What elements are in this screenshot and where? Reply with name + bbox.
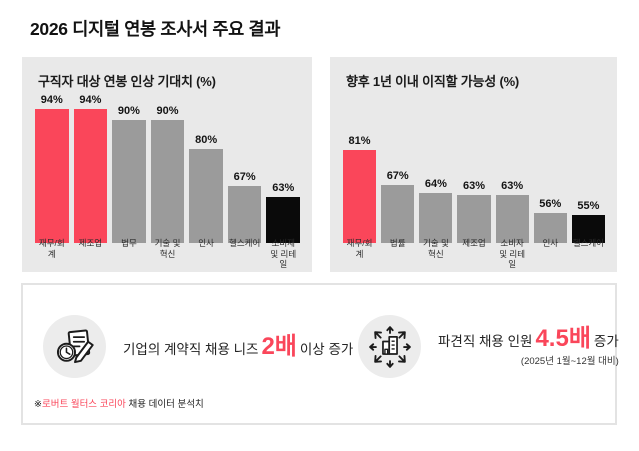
bar-column: 80%	[189, 134, 223, 243]
bar-value-label: 67%	[386, 170, 409, 182]
callout-text-before: 파견직 채용 인원	[438, 333, 533, 349]
category-label: 제조업	[78, 238, 103, 249]
chart-title-salary-expectation: 구직자 대상 연봉 인상 기대치 (%)	[38, 74, 216, 89]
callout-text-before: 기업의 계약직 채용 니즈	[123, 341, 259, 357]
chart-title-job-change: 향후 1년 이내 이직할 가능성 (%)	[346, 74, 520, 89]
bar-value-label: 94%	[40, 94, 63, 106]
callout-text: 파견직 채용 인원 4.5배 증가	[438, 324, 619, 352]
bar-value-label: 63%	[462, 180, 485, 192]
bar-column: 63%	[457, 180, 491, 243]
bar-chart-salary-expectation: 94% 94% 90% 90% 80% 67% 63%	[35, 94, 301, 243]
summary-panel: 기업의 계약직 채용 니즈 2배 이상 증가	[21, 283, 619, 425]
data-source-footnote: ※로버트 월터스 코리아 채용 데이터 분석치	[34, 396, 204, 410]
callout-highlight: 4.5배	[535, 324, 591, 352]
bar	[189, 149, 223, 243]
bar-column: 64%	[419, 178, 453, 243]
callout-text-after: 증가	[593, 333, 619, 349]
category-label: 기술 및 혁신	[422, 238, 449, 259]
bar	[343, 150, 377, 243]
bar-column: 94%	[73, 94, 108, 243]
clock-document-pencil-icon	[54, 326, 96, 368]
bar	[112, 120, 146, 243]
footnote-marker: ※	[34, 399, 42, 410]
callout-contract-hiring: 기업의 계약직 채용 니즈 2배 이상 증가	[43, 315, 353, 378]
bar-value-label: 63%	[501, 180, 524, 192]
bar-column: 90%	[150, 105, 185, 243]
bar-column: 63%	[266, 182, 301, 243]
category-label: 소비재 및 리테일	[270, 238, 297, 270]
bar-chart-job-change: 81% 67% 64% 63% 63% 56% 55%	[343, 135, 605, 243]
salary-expectation-chart-panel: 구직자 대상 연봉 인상 기대치 (%) 94% 94% 90% 90% 80% 67% 6…	[22, 57, 312, 272]
callout-text-after: 이상 증가	[299, 341, 354, 357]
bar	[266, 197, 301, 243]
bar-value-label: 67%	[233, 171, 256, 183]
bar-value-label: 80%	[195, 134, 218, 146]
callout-note: (2025년 1월~12월 대비)	[520, 355, 619, 367]
bar-column: 94%	[35, 94, 69, 243]
bar-column: 55%	[571, 200, 605, 243]
bar-value-label: 55%	[577, 200, 600, 212]
category-label: 헬스케어	[229, 238, 261, 249]
category-label: 인사	[542, 238, 559, 249]
category-labels-job-change: 재무/회계 법률 기술 및 혁신 제조업 소비자 및 리테일 인사 헬스케어	[343, 238, 605, 270]
category-label: 기술 및 혁신	[154, 238, 181, 259]
category-label: 법률	[389, 238, 406, 249]
callout-dispatch-hiring: 파견직 채용 인원 4.5배 증가 (2025년 1월~12월 대비)	[358, 315, 619, 378]
category-label: 소비자 및 리테일	[499, 238, 526, 270]
bar	[150, 120, 185, 243]
footnote-source: 로버트 월터스 코리아	[41, 399, 126, 410]
bar-value-label: 90%	[156, 105, 179, 117]
bar	[381, 185, 415, 243]
callout-text: 기업의 계약직 채용 니즈 2배 이상 증가	[123, 332, 354, 360]
category-labels-salary-expectation: 재무/회계 제조업 법무 기술 및 혁신 인사 헬스케어 소비재 및 리테일	[35, 238, 300, 270]
bar-value-label: 64%	[424, 178, 447, 190]
bar-value-label: 81%	[348, 135, 371, 147]
category-label: 제조업	[462, 238, 486, 249]
icon-circle	[43, 315, 106, 378]
category-label: 재무/회계	[346, 238, 373, 259]
bar	[571, 215, 605, 243]
bar-column: 56%	[533, 198, 567, 243]
footnote-rest: 채용 데이터 분석치	[125, 399, 204, 410]
page-title: 2026 디지털 연봉 조사서 주요 결과	[30, 19, 281, 39]
bar	[419, 193, 453, 243]
bar	[73, 109, 108, 243]
bar-column: 90%	[112, 105, 146, 243]
bar	[35, 109, 69, 243]
category-label: 법무	[121, 238, 137, 249]
job-change-likelihood-chart-panel: 향후 1년 이내 이직할 가능성 (%) 81% 67% 64% 63% 63% 56% 5…	[330, 57, 617, 272]
bar	[495, 195, 529, 243]
bar-column: 67%	[381, 170, 415, 243]
bar-value-label: 90%	[117, 105, 140, 117]
bar-value-label: 63%	[272, 182, 295, 194]
callout-highlight: 2배	[261, 332, 297, 360]
bar-column: 63%	[495, 180, 529, 243]
category-label: 재무/회계	[38, 238, 65, 259]
bar	[227, 186, 262, 243]
bar-column: 81%	[343, 135, 377, 243]
icon-circle	[358, 315, 421, 378]
bar-column: 67%	[227, 171, 262, 243]
bar-value-label: 56%	[539, 198, 562, 210]
category-label: 헬스케어	[572, 238, 605, 249]
bar-value-label: 94%	[79, 94, 102, 106]
building-expand-arrows-icon	[365, 322, 415, 372]
category-label: 인사	[198, 238, 214, 249]
bar	[457, 195, 491, 243]
bar	[533, 213, 567, 243]
